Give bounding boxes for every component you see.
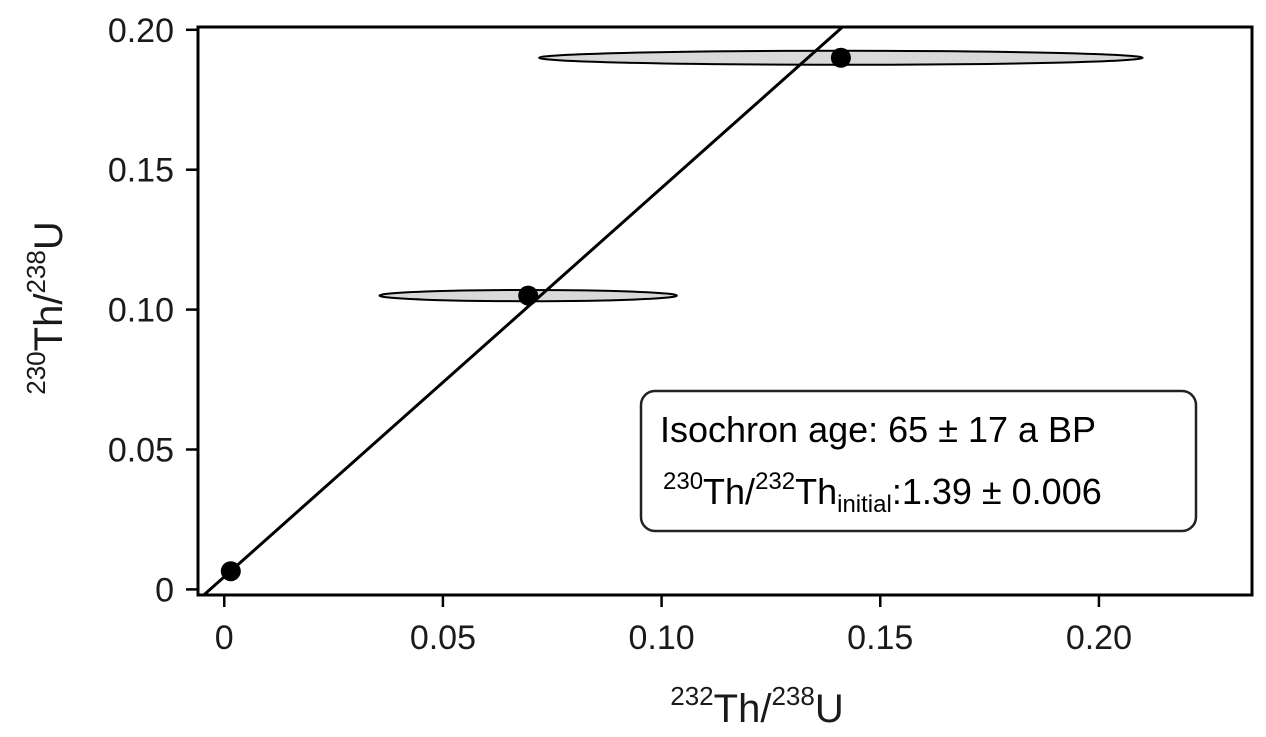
annotation-box [639,389,1198,533]
y-tick-label: 0.05 [108,432,174,470]
x-tick-label: 0.10 [628,619,694,657]
data-point [220,561,241,582]
y-axis-label: 230Th/238U [21,221,71,394]
y-tick-label: 0.15 [108,152,174,190]
isochron-line [201,27,845,595]
isochron-line-layer [201,27,845,595]
y-tick-label: 0.10 [108,292,174,330]
data-points [220,47,851,582]
x-tick-label: 0.05 [410,619,476,657]
x-tick-label: 0.15 [847,619,913,657]
y-axis-ticks: 0 0.05 0.10 0.15 0.20 [108,12,198,609]
data-point [518,285,539,306]
x-axis-label: 232Th/238U [670,681,843,731]
y-tick-label: 0.20 [108,12,174,50]
initial-ratio-text: 230Th/232Thinitial:1.39 ± 0.006 [663,468,1102,518]
plot-frame [196,25,1254,597]
x-axis-ticks: 0 0.05 0.10 0.15 0.20 [215,595,1132,657]
data-point [830,47,851,68]
isochron-age-text: Isochron age: 65 ± 17 a BP [660,409,1096,450]
isochron-annotation: Isochron age: 65 ± 17 a BP 230Th/232Thin… [639,389,1198,533]
x-tick-label: 0.20 [1066,619,1132,657]
y-tick-label: 0 [155,571,174,609]
error-ellipses [378,49,1144,303]
x-tick-label: 0 [215,619,234,657]
